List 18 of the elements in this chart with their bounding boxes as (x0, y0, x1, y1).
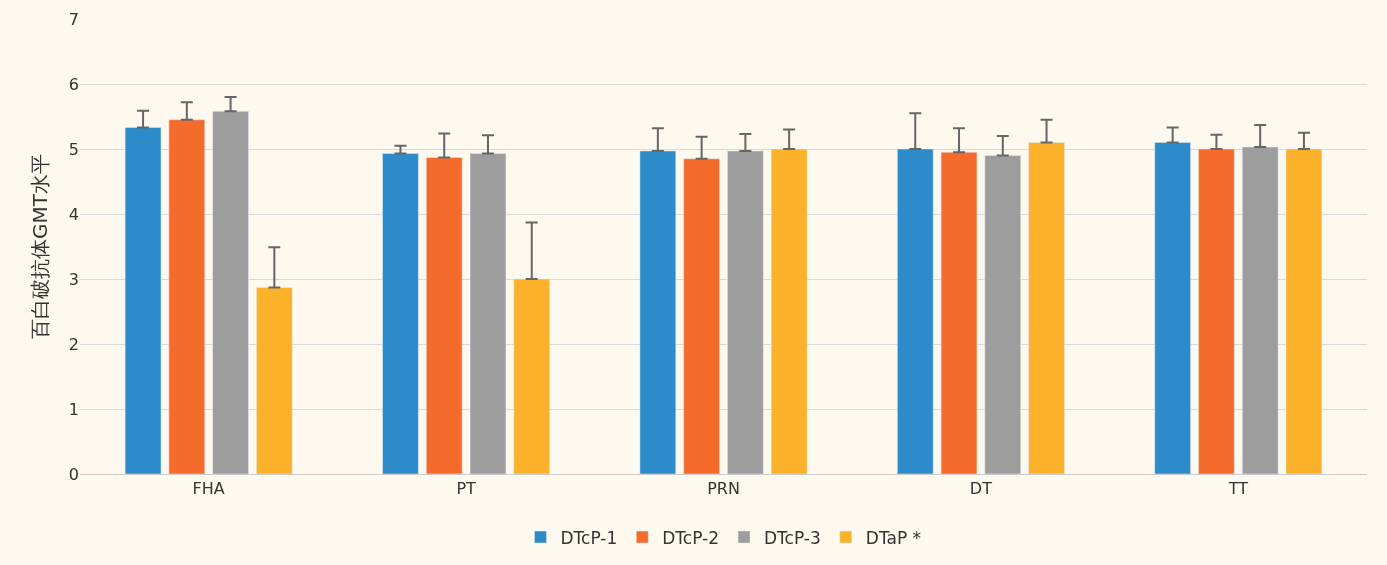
x-tick-label: FHA (192, 479, 225, 499)
y-tick-label: 3 (68, 269, 79, 289)
y-tick-label: 1 (68, 399, 79, 419)
y-tick-label: 2 (68, 334, 79, 354)
legend-label: DTaP * (865, 527, 922, 548)
legend-label: DTcP-1 (560, 527, 618, 548)
x-tick-label: TT (1227, 479, 1249, 499)
x-tick-label: DT (969, 479, 993, 499)
x-tick-label: PRN (707, 479, 740, 499)
y-tick-label: 6 (68, 74, 79, 94)
y-axis-title: 百白破抗体GMT水平 (28, 154, 53, 339)
legend-label: DTcP-2 (662, 527, 720, 548)
legend-label: DTcP-3 (764, 527, 821, 548)
y-tick-label: 4 (68, 204, 79, 224)
y-tick-label: 0 (68, 464, 79, 484)
y-tick-label: 5 (68, 139, 79, 159)
y-tick-label: 7 (68, 9, 79, 29)
x-tick-label: PT (456, 479, 477, 499)
